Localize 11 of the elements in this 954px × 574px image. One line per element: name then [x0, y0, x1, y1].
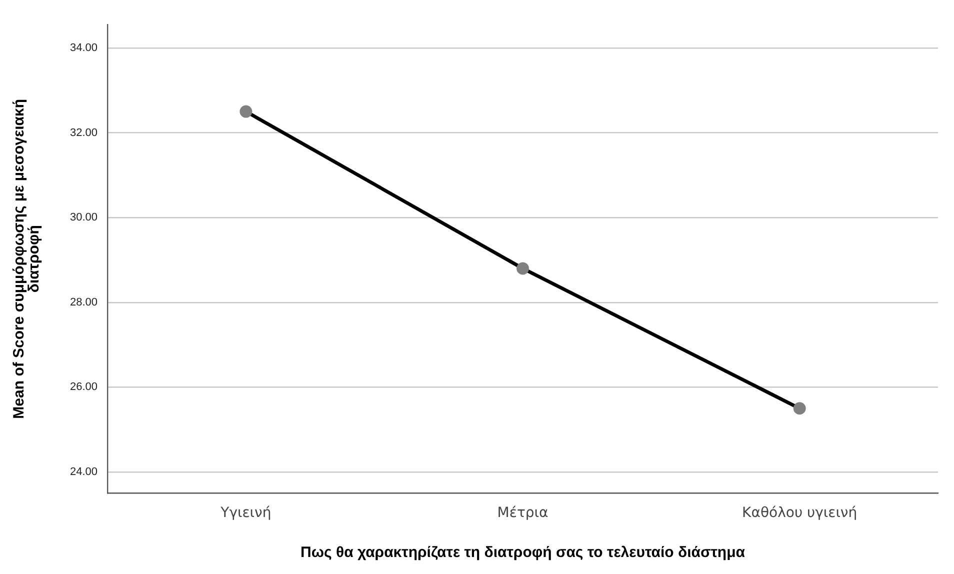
- y-axis-title: Mean of Score συμμόρφωσης με μεσογειακή διατροφή: [10, 98, 43, 419]
- x-tick-label: Υγιεινή: [220, 505, 272, 522]
- y-tick-label: 30.00: [70, 212, 98, 224]
- x-axis-title: Πως θα χαρακτηρίζατε τη διατροφή σας το τελευταίο διάστημα: [300, 544, 746, 562]
- y-tick-label: 32.00: [70, 126, 98, 139]
- x-tick-label: Μέτρια: [497, 505, 548, 522]
- y-tick-label: 34.00: [70, 42, 98, 54]
- y-tick-label: 26.00: [70, 381, 98, 394]
- x-tick-label: Καθόλου υγιεινή: [742, 505, 858, 522]
- y-tick-label: 28.00: [70, 296, 98, 308]
- y-tick-label: 24.00: [70, 466, 98, 478]
